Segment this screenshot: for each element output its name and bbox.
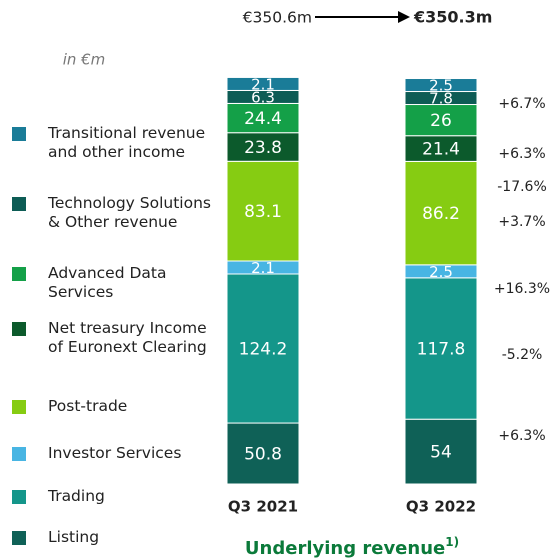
data-label: 124.2 bbox=[239, 340, 288, 360]
data-label: 21.4 bbox=[422, 140, 460, 160]
legend-label: Technology Solutions & Other revenue bbox=[48, 194, 211, 231]
legend-swatch bbox=[12, 127, 26, 141]
data-label: 24.4 bbox=[244, 109, 282, 129]
arrow-head bbox=[398, 11, 410, 23]
unit-note: in €m bbox=[63, 51, 106, 69]
bar-segment bbox=[226, 76, 300, 91]
x-tick-label: Q3 2022 bbox=[406, 498, 476, 516]
data-label: 50.8 bbox=[244, 445, 282, 465]
total-label: €350.3m bbox=[413, 8, 492, 27]
legend-swatch bbox=[12, 197, 26, 211]
x-tick-label: Q3 2021 bbox=[228, 498, 298, 516]
legend-swatch bbox=[12, 531, 26, 545]
legend-label: Transitional revenue and other income bbox=[48, 124, 206, 161]
legend-label: Trading bbox=[48, 487, 105, 505]
bar-segment bbox=[404, 78, 478, 93]
change-label: +6.7% bbox=[498, 96, 545, 112]
data-label: 2.5 bbox=[429, 263, 453, 281]
change-label: +16.3% bbox=[494, 281, 550, 297]
title-text: Underlying revenue bbox=[245, 538, 445, 559]
legend-swatch bbox=[12, 267, 26, 281]
bar-segment bbox=[404, 104, 478, 137]
data-label: 6.3 bbox=[251, 88, 275, 106]
change-label: -5.2% bbox=[502, 347, 543, 363]
legend-swatch bbox=[12, 447, 26, 461]
legend-label: Net treasury Income of Euronext Clearing bbox=[48, 319, 207, 356]
data-label: 83.1 bbox=[244, 202, 282, 222]
legend-label: Post-trade bbox=[48, 397, 128, 415]
legend-swatch bbox=[12, 322, 26, 336]
data-label: 86.2 bbox=[422, 204, 460, 224]
legend-label: Investor Services bbox=[48, 444, 182, 462]
data-label: 26 bbox=[430, 111, 452, 131]
change-label: +6.3% bbox=[498, 428, 545, 444]
data-label: 117.8 bbox=[417, 340, 466, 360]
bar-segment bbox=[226, 422, 300, 485]
legend-label: Advanced Data Services bbox=[48, 264, 167, 301]
legend-label: Listing bbox=[48, 528, 100, 546]
bar-segment bbox=[226, 160, 300, 262]
change-label: -17.6% bbox=[497, 179, 547, 195]
legend-swatch bbox=[12, 400, 26, 414]
bar-segment bbox=[226, 102, 300, 134]
data-label: 2.1 bbox=[251, 259, 275, 277]
change-label: +3.7% bbox=[498, 214, 545, 230]
bar-segment bbox=[226, 132, 300, 162]
data-label: 2.1 bbox=[251, 75, 275, 93]
bar-segment bbox=[226, 273, 300, 424]
data-label: 2.5 bbox=[429, 77, 453, 95]
bar-segment bbox=[404, 418, 478, 485]
bar-segment bbox=[404, 135, 478, 162]
data-label: 7.8 bbox=[429, 90, 453, 108]
title-note: 1) bbox=[445, 535, 459, 549]
total-label: €350.6m bbox=[243, 9, 312, 27]
bar-segment bbox=[404, 277, 478, 420]
data-label: 54 bbox=[430, 443, 452, 463]
legend-swatch bbox=[12, 490, 26, 504]
change-label: +6.3% bbox=[498, 146, 545, 162]
bar-segment bbox=[404, 160, 478, 266]
data-label: 23.8 bbox=[244, 138, 282, 158]
chart-title: Underlying revenue1) bbox=[245, 535, 459, 559]
